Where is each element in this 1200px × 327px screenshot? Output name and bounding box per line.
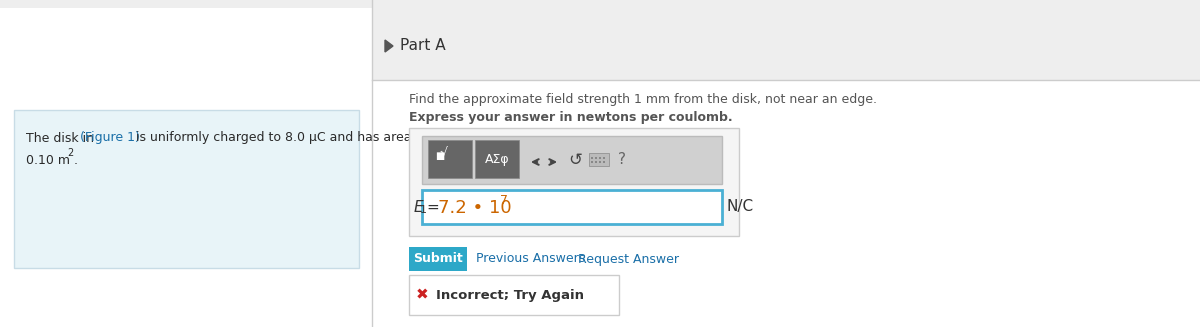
Bar [592,161,593,163]
Text: ■: ■ [436,151,444,161]
Bar [475,140,520,178]
Text: ?: ? [618,151,626,166]
Bar [409,128,739,236]
Text: Submit: Submit [413,252,463,266]
Bar [592,157,593,159]
Text: ✖: ✖ [415,287,428,302]
Text: Incorrect; Try Again: Incorrect; Try Again [436,288,584,301]
Bar [604,157,605,159]
Text: Express your answer in newtons per coulomb.: Express your answer in newtons per coulo… [409,112,733,125]
Text: 2: 2 [67,148,73,158]
Text: 1: 1 [420,205,427,215]
Text: =: = [426,199,439,215]
Text: N/C: N/C [727,199,754,215]
Bar [604,161,605,163]
Bar [14,110,359,268]
Bar [409,247,467,271]
Bar [595,161,598,163]
Text: Find the approximate field strength 1 mm from the disk, not near an edge.: Find the approximate field strength 1 mm… [409,94,877,107]
Bar [589,153,610,166]
Text: Request Answer: Request Answer [578,252,679,266]
Text: The disk in: The disk in [26,131,98,145]
Polygon shape [385,40,394,52]
Bar [422,136,722,184]
Text: .: . [74,153,78,166]
Text: 7.2 • 10: 7.2 • 10 [438,199,511,217]
Text: E: E [414,199,424,215]
Text: Previous Answers: Previous Answers [476,252,586,266]
Text: is uniformly charged to 8.0 μC and has area: is uniformly charged to 8.0 μC and has a… [132,131,412,145]
Text: Part A: Part A [400,39,445,54]
Text: 7: 7 [500,195,508,208]
Text: (Figure 1): (Figure 1) [80,131,140,145]
Bar [372,8,1200,80]
Bar [599,161,601,163]
Text: ↺: ↺ [568,151,582,169]
Bar [409,275,619,315]
Text: AΣφ: AΣφ [485,152,509,165]
Bar [422,190,722,224]
Bar [599,157,601,159]
Text: √: √ [440,146,448,160]
Bar [595,157,598,159]
Bar [428,140,472,178]
Text: 0.10 m: 0.10 m [26,153,70,166]
Bar [0,0,1200,8]
